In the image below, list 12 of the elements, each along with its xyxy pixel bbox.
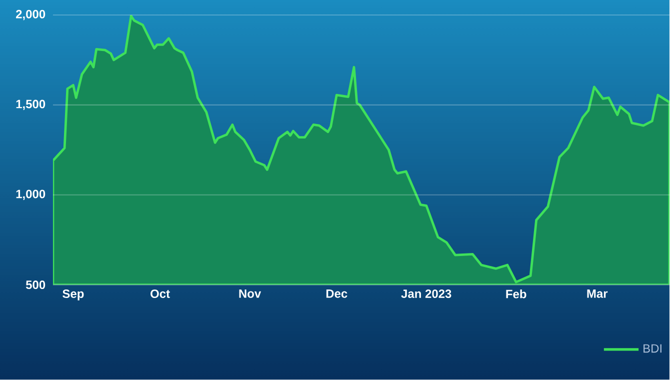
legend-label: BDI bbox=[644, 344, 662, 353]
x-tick-label: Feb bbox=[506, 290, 526, 298]
x-tick-label: Mar bbox=[587, 290, 608, 298]
x-tick-label: Dec bbox=[326, 290, 348, 298]
x-tick-label: Nov bbox=[239, 290, 262, 298]
x-tick-label: Sep bbox=[62, 290, 84, 300]
y-tick-label: 1,000 bbox=[16, 190, 46, 200]
y-tick-label: 1,500 bbox=[16, 100, 46, 110]
y-tick-label: 2,000 bbox=[16, 10, 46, 20]
x-tick-label: Jan 2023 bbox=[401, 290, 452, 298]
x-tick-label: Oct bbox=[150, 290, 170, 298]
y-tick-label: 500 bbox=[26, 280, 46, 290]
